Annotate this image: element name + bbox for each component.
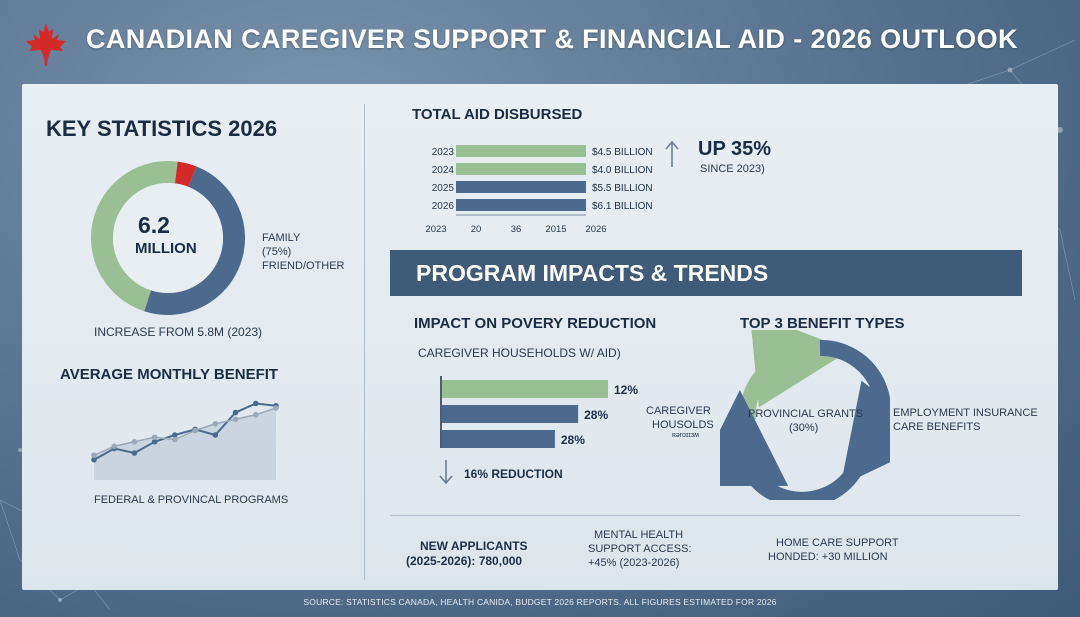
benefit-types-heading: TOP 3 BENEFIT TYPES [740, 315, 905, 332]
benefit-point [212, 420, 219, 427]
aid-bar [456, 181, 586, 193]
up-since: SINCE 2023) [700, 163, 765, 175]
poverty-heading: IMPACT ON POVERY REDUCTION [414, 315, 657, 332]
benefit-line [93, 402, 277, 461]
down-arrow-icon [439, 460, 453, 485]
benefit-left-line1: CAREGIVER [646, 405, 711, 417]
benefit-point [252, 400, 259, 407]
benefit-left-line2: HOUSOLDS [652, 419, 714, 431]
benefit-point [131, 450, 138, 456]
aid-bar [456, 145, 586, 157]
benefit-point [252, 411, 259, 418]
benefit-point [172, 436, 178, 443]
aid-year-label: 2026 [432, 201, 455, 212]
benefit-area [94, 408, 276, 480]
aid-x-tick: 2023 [425, 224, 446, 235]
aid-year-label: 2023 [432, 147, 455, 158]
avg-benefit-line-chart [91, 400, 279, 480]
poverty-value-label: 28% [561, 433, 585, 447]
caregiver-donut-chart [91, 161, 245, 315]
total-aid-bar-chart: 2023 $4.5 BILLION 2024 $4.0 BILLION 2025 $5.5… [425, 145, 653, 235]
increase-text: INCREASE FROM 5.8M (2023) [94, 325, 263, 339]
aid-x-tick: 2026 [585, 224, 606, 235]
applicants-line2: (2025-2026): 780,000 [406, 554, 523, 568]
program-impacts-title: PROGRAM IMPACTS & TRENDS [416, 260, 769, 286]
avg-benefit-caption: FEDERAL & PROVINCAL PROGRAMS [94, 494, 289, 506]
aid-bar [456, 199, 586, 211]
benefit-point [212, 432, 219, 438]
poverty-bar-chart: 12% 28% 28% [440, 376, 638, 448]
donut-value: 6.2 [138, 212, 170, 238]
homecare-line1: HOME CARE SUPPORT [776, 537, 899, 549]
poverty-value-label: 28% [584, 408, 608, 422]
benefit-point [232, 416, 239, 423]
benefit-point [192, 427, 198, 434]
homecare-line2: HONDED: +30 MILLION [768, 551, 888, 563]
mental-line2: SUPPORT ACCESS: [588, 543, 692, 555]
avg-benefit-heading: AVERAGE MONTHLY BENEFIT [60, 366, 279, 383]
maple-leaf-icon [26, 23, 66, 66]
donut-legend-family: FAMILY [262, 232, 301, 244]
page-title: CANADIAN CAREGIVER SUPPORT & FINANCIAL A… [86, 24, 1018, 54]
aid-year-label: 2025 [432, 183, 455, 194]
benefit-line [93, 407, 277, 456]
benefit-point [232, 409, 239, 416]
donut-slice [91, 161, 178, 312]
benefit-point [273, 405, 279, 411]
donut-legend-percent: (75%) [262, 246, 292, 258]
aid-bar [456, 163, 586, 175]
poverty-bar [442, 405, 579, 423]
benefit-point [91, 456, 97, 463]
benefit-right-line1: EMPLOYMENT INSURANCE [893, 407, 1038, 419]
donut-legend-friend: FRIEND/OTHER [262, 260, 345, 272]
poverty-bar [442, 430, 555, 448]
aid-value-label: $6.1 BILLION [592, 201, 653, 212]
benefit-point [151, 434, 158, 441]
program-impacts-banner: PROGRAM IMPACTS & TRENDS [390, 250, 1022, 296]
poverty-bar [442, 380, 608, 398]
aid-x-tick: 36 [511, 224, 522, 235]
donut-hole [113, 183, 223, 293]
benefit-point [131, 438, 138, 445]
poverty-value-label: 12% [614, 383, 638, 397]
donut-unit: MILLION [135, 240, 197, 257]
bottom-divider [390, 515, 1020, 516]
reduction-text: 16% REDUCTION [464, 467, 563, 481]
aid-x-tick: 2015 [545, 224, 566, 235]
aid-x-tick: 20 [471, 224, 482, 235]
aid-value-label: $4.0 BILLION [592, 165, 653, 176]
applicants-line1: NEW APPLICANTS [420, 539, 528, 553]
source-footer: SOURCE: STATISTICS CANADA, HEALTH CANIDA… [303, 597, 777, 607]
benefit-right-line2: CARE BENEFITS [893, 421, 981, 433]
benefit-left-line3: ʀəroɪɪɜʍ [672, 432, 700, 439]
donut-slice [174, 161, 197, 187]
benefit-center-line1: PROVINCIAL GRANTS [748, 408, 864, 420]
aid-value-label: $4.5 BILLION [592, 147, 653, 158]
header-bar: CANADIAN CAREGIVER SUPPORT & FINANCIAL A… [0, 0, 1080, 86]
donut-slice [144, 166, 245, 315]
poverty-subheading: CAREGIVER HOUSEHOLDS W/ AID) [418, 346, 621, 360]
benefit-point [91, 452, 97, 459]
mental-line3: +45% (2023-2026) [588, 557, 680, 569]
aid-value-label: $5.5 BILLION [592, 183, 653, 194]
total-aid-heading: TOTAL AID DISBURSED [412, 106, 583, 123]
vertical-divider [364, 104, 365, 580]
benefit-point [151, 438, 158, 445]
key-stats-heading: KEY STATISTICS 2026 [46, 116, 278, 141]
mental-line1: MENTAL HEALTH [594, 529, 684, 541]
benefit-point [172, 432, 178, 438]
up-arrow-icon [665, 140, 679, 167]
benefit-cycle-diagram [720, 330, 890, 500]
benefit-center-line2: (30%) [789, 422, 819, 434]
benefit-point [111, 443, 118, 450]
aid-year-label: 2024 [432, 165, 455, 176]
up-value: UP 35% [698, 138, 772, 160]
